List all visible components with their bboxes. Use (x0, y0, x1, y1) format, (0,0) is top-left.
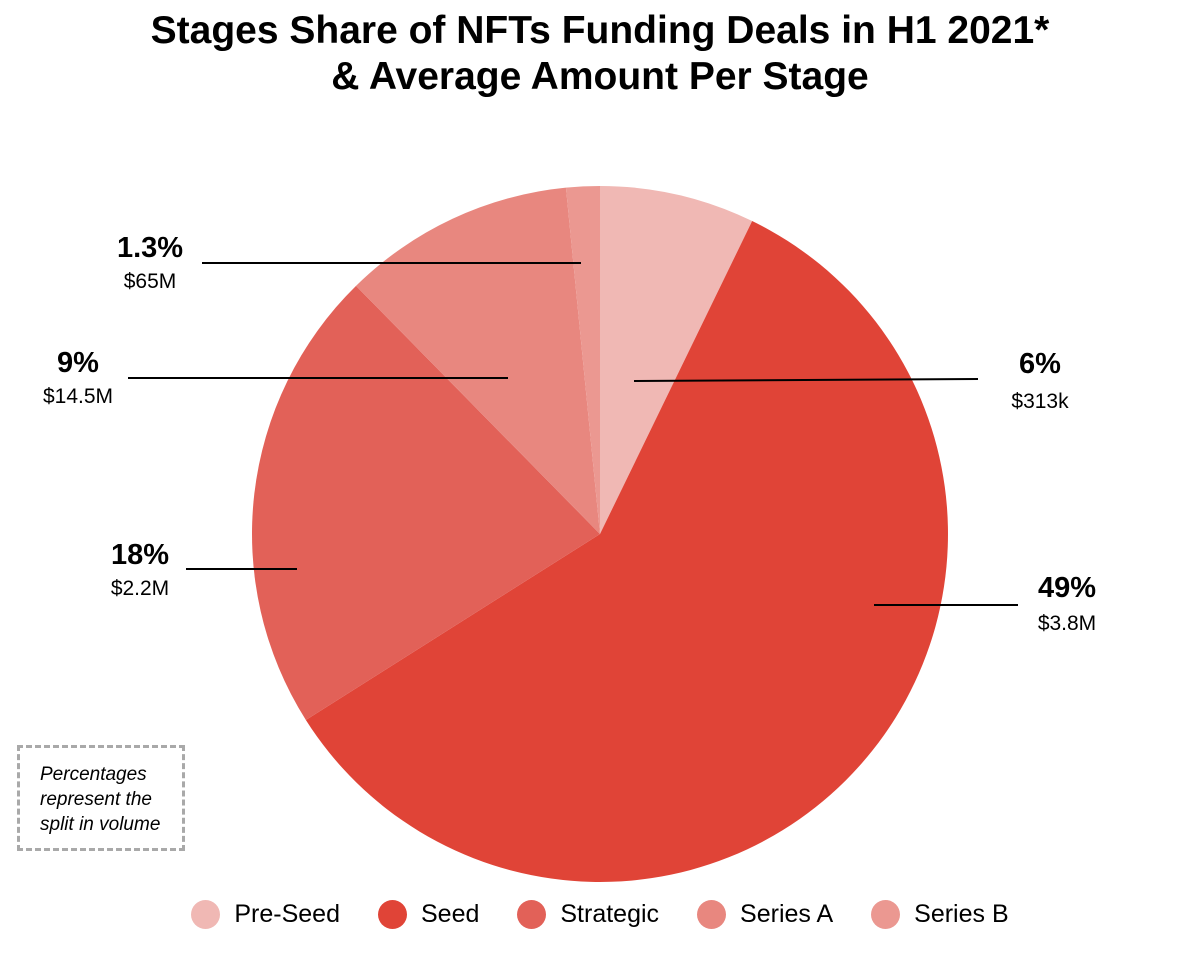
amount-label-series-b: $65M (124, 270, 177, 293)
pct-label-series-b: 1.3% (117, 232, 183, 264)
legend-label-series-a: Series A (740, 900, 834, 928)
chart-title: Stages Share of NFTs Funding Deals in H1… (0, 8, 1200, 100)
chart-title-line-2: & Average Amount Per Stage (331, 55, 869, 98)
pct-label-strategic: 18% (111, 539, 169, 571)
pct-label-seed: 49% (1038, 572, 1096, 604)
legend-item-pre-seed: Pre-Seed (191, 900, 340, 929)
note-line-2: represent the (40, 789, 152, 810)
legend-swatch-series-a (697, 900, 727, 929)
legend-label-seed: Seed (420, 900, 480, 928)
amount-label-series-a: $14.5M (43, 385, 113, 408)
legend-item-seed: Seed (377, 900, 480, 929)
legend-label-pre-seed: Pre-Seed (234, 900, 340, 928)
pie-slice-seed (305, 221, 948, 882)
chart-title-line-1: Stages Share of NFTs Funding Deals in H1… (150, 9, 1050, 52)
note-line-1: Percentages (40, 764, 147, 785)
pct-label-series-a: 9% (57, 347, 99, 379)
legend-swatch-seed (377, 900, 407, 929)
leader-line-pre-seed (633, 378, 979, 382)
legend-item-series-b: Series B (871, 900, 1009, 929)
legend-swatch-series-b (871, 900, 901, 929)
amount-label-pre-seed: $313k (1011, 390, 1069, 413)
legend-item-series-a: Series A (697, 900, 833, 929)
legend-label-series-b: Series B (914, 900, 1009, 928)
legend-swatch-strategic (517, 900, 547, 929)
amount-label-strategic: $2.2M (111, 577, 169, 600)
legend-label-strategic: Strategic (560, 900, 660, 928)
legend-swatch-pre-seed (191, 900, 221, 929)
pct-label-pre-seed: 6% (1019, 348, 1061, 380)
legend-item-strategic: Strategic (517, 900, 659, 929)
note-line-3: split in volume (40, 814, 161, 835)
pie-slice-series-b (565, 186, 600, 534)
volume-note: Percentages represent the split in volum… (17, 745, 185, 851)
pie-slice-pre-seed (600, 186, 753, 534)
pie-slice-series-a (356, 187, 600, 535)
amount-label-seed: $3.8M (1038, 612, 1096, 635)
legend: Pre-Seed Seed Strategic Series A Series … (0, 900, 1200, 929)
pie-slice-strategic (251, 285, 601, 720)
